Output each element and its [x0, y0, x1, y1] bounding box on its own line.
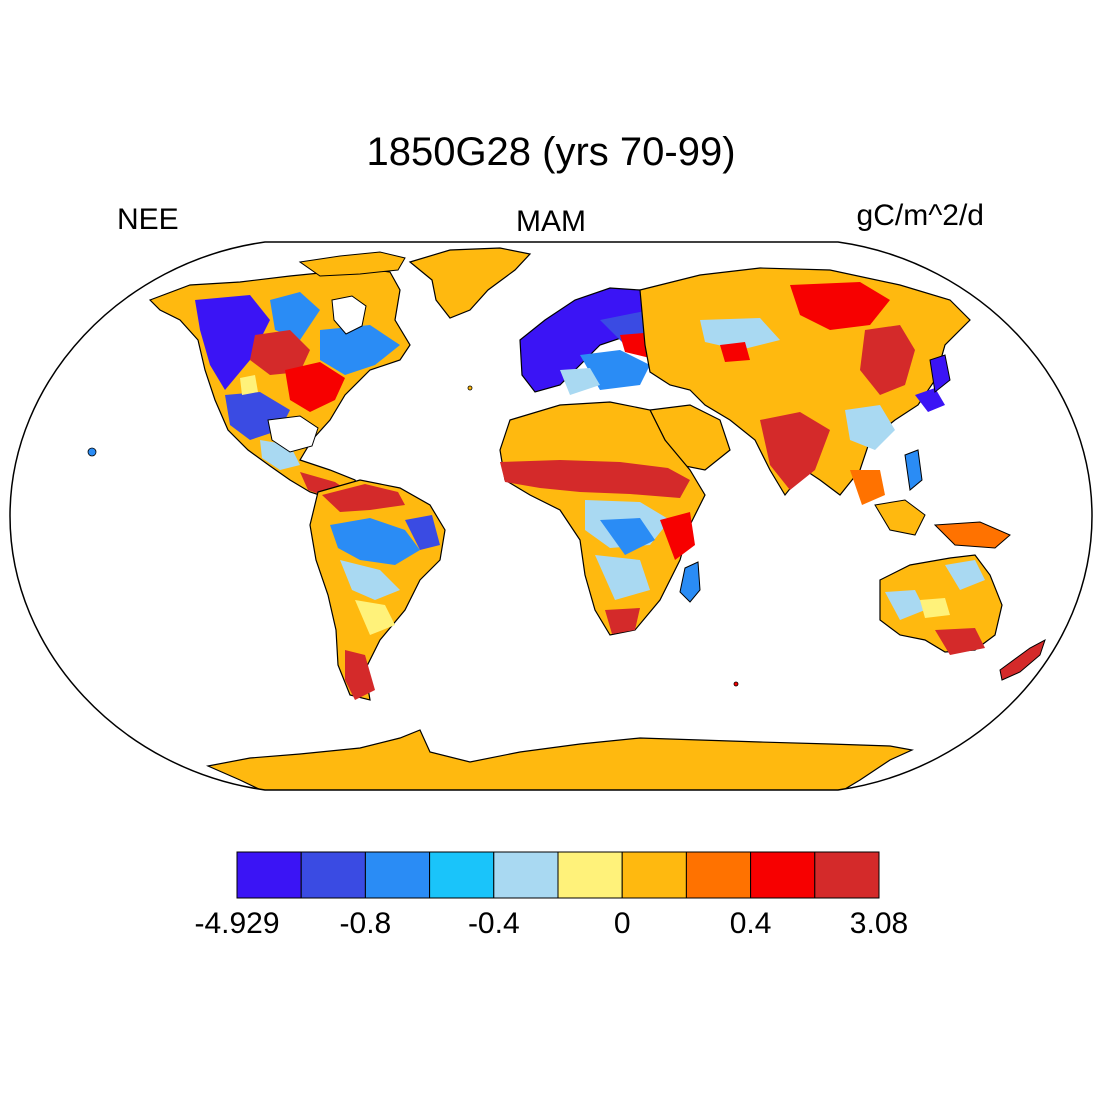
globe-outline [9, 241, 1093, 791]
madagascar [679, 561, 701, 603]
new-guinea [933, 521, 1011, 549]
colorbar-tick-label: -0.8 [339, 907, 392, 940]
africa [499, 401, 706, 636]
colorbar-swatch [814, 851, 880, 899]
colorbar-swatch [429, 851, 495, 899]
hawaii-island [87, 447, 97, 457]
colorbar-swatch [557, 851, 623, 899]
colorbar-swatch [621, 851, 687, 899]
colorbar-tick-label: -0.4 [467, 907, 520, 940]
colorbar-tick-label: -4.929 [194, 907, 280, 940]
colorbar-swatch [364, 851, 431, 899]
colorbar-swatch [685, 851, 752, 899]
australia [879, 554, 1003, 655]
colorbar-tick-label: 0 [613, 907, 631, 940]
colorbar-swatch [236, 851, 302, 899]
variable-label: NEE [117, 203, 179, 236]
colorbar [236, 851, 880, 899]
colorbar-tick-label: 3.08 [849, 907, 909, 940]
new-zealand [999, 638, 1046, 681]
antarctica [205, 729, 914, 790]
small-island [467, 385, 473, 391]
hudson-bay [331, 295, 367, 335]
small-island [733, 681, 739, 687]
season-label: MAM [516, 205, 586, 238]
colorbar-swatch [750, 851, 816, 899]
colorbar-swatch [493, 851, 559, 899]
greenland [408, 247, 532, 319]
plot-title: 1850G28 (yrs 70-99) [366, 130, 736, 174]
colorbar-swatch [300, 851, 366, 899]
arctic-islands [298, 251, 406, 277]
gulf-of-mexico [267, 415, 319, 453]
japan [929, 354, 951, 393]
north-america [148, 267, 411, 501]
south-america [309, 479, 446, 701]
colorbar-tick-label: 0.4 [729, 907, 772, 940]
southeast-asia-islands [874, 499, 926, 536]
units-label: gC/m^2/d [856, 199, 984, 232]
philippines [904, 449, 923, 491]
asia [639, 267, 971, 505]
